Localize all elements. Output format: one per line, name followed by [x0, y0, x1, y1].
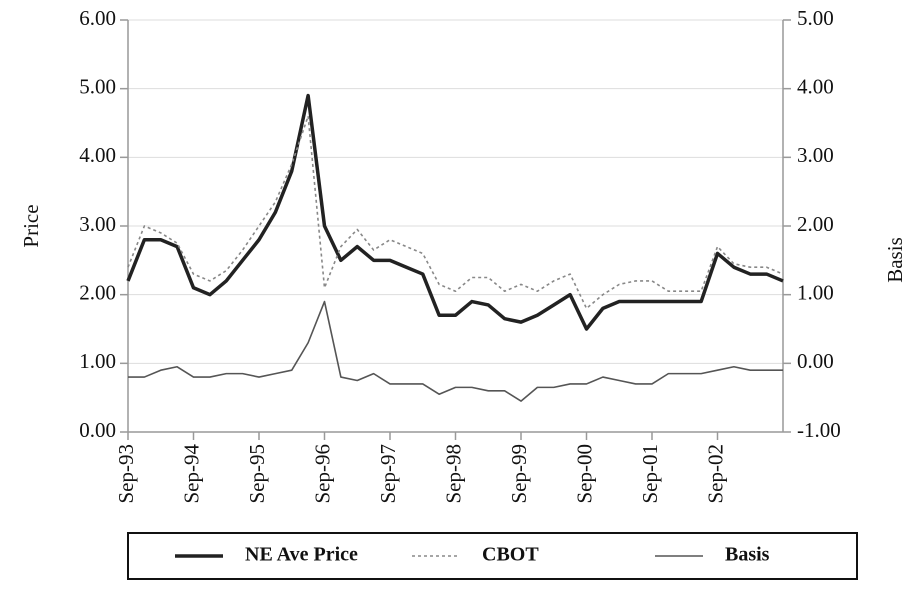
legend-label: Basis [725, 544, 770, 566]
y2-tick-label: 2.00 [797, 212, 834, 236]
x-tick-label: Sep-97 [376, 444, 400, 504]
series-line [127, 115, 784, 310]
x-tick-label: Sep-93 [114, 444, 138, 504]
x-tick-label: Sep-02 [703, 444, 727, 504]
series-line [128, 300, 783, 402]
y2-tick-label: -1.00 [797, 418, 841, 442]
series-line [126, 93, 784, 331]
x-tick-label: Sep-94 [179, 444, 203, 504]
legend-label: NE Ave Price [245, 544, 358, 566]
y-tick-label: 5.00 [79, 74, 116, 98]
legend-box [127, 532, 858, 580]
x-tick-label: Sep-96 [310, 444, 334, 504]
y-tick-label: 0.00 [79, 418, 116, 442]
x-tick-label: Sep-98 [441, 444, 465, 504]
y2-tick-label: 4.00 [797, 74, 834, 98]
y-tick-label: 4.00 [79, 143, 116, 167]
y-axis-label: Price [19, 204, 43, 247]
y2-tick-label: 0.00 [797, 349, 834, 373]
y2-tick-label: 3.00 [797, 143, 834, 167]
x-tick-label: Sep-00 [572, 444, 596, 504]
y-tick-label: 6.00 [79, 6, 116, 30]
x-tick-label: Sep-01 [638, 444, 662, 504]
y-tick-label: 3.00 [79, 212, 116, 236]
legend-label: CBOT [482, 544, 539, 566]
y2-tick-label: 1.00 [797, 280, 834, 304]
y-tick-label: 1.00 [79, 349, 116, 373]
x-tick-label: Sep-95 [245, 444, 269, 504]
y2-tick-label: 5.00 [797, 6, 834, 30]
y2-axis-label: Basis [883, 237, 907, 283]
y-tick-label: 2.00 [79, 280, 116, 304]
x-tick-label: Sep-99 [507, 444, 531, 504]
